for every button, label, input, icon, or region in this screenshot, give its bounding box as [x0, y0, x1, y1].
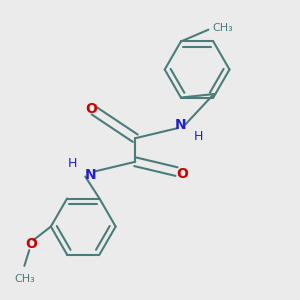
Text: O: O — [85, 102, 97, 116]
Text: H: H — [194, 130, 203, 143]
Text: CH₃: CH₃ — [14, 274, 35, 284]
Text: O: O — [25, 237, 37, 251]
Text: N: N — [175, 118, 186, 133]
Text: O: O — [176, 167, 188, 181]
Text: CH₃: CH₃ — [212, 23, 233, 33]
Text: N: N — [84, 167, 96, 182]
Text: H: H — [68, 157, 77, 170]
